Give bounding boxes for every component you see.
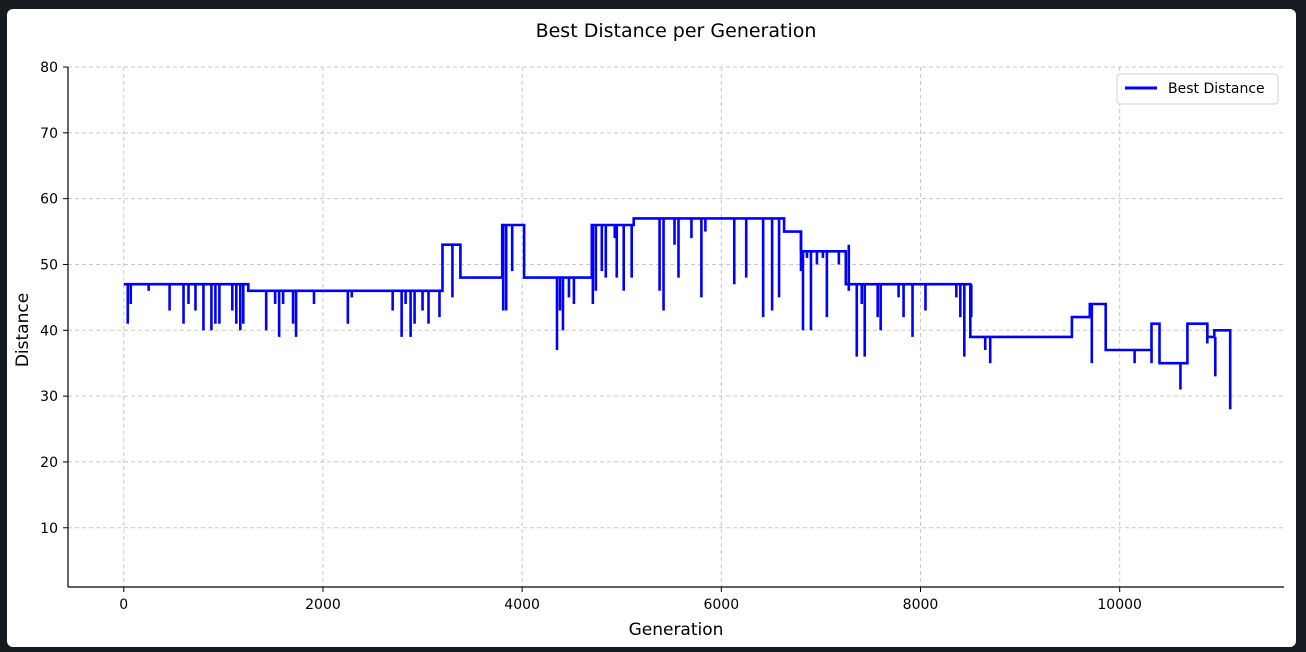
series-line-best-distance [123,217,1232,410]
legend-box [1116,73,1279,105]
x-tick-label: 0 [119,597,128,613]
x-tick-label: 10000 [1097,597,1142,613]
x-axis-label: Generation [629,620,724,640]
tick-marks: 0 2000 4000 6000 8000 10000 10 20 30 40 50 60 70 80 [40,60,1142,613]
y-tick-label: 70 [40,126,58,142]
y-tick-label: 60 [40,192,58,208]
axes [67,67,1284,588]
chart-card: Best Distance per Generation 0 2000 4000 60… [7,9,1296,647]
grid-lines [68,66,1284,587]
x-tick-label: 4000 [504,597,540,613]
y-tick-label: 30 [40,389,58,405]
y-tick-label: 40 [40,323,58,339]
x-tick-label: 8000 [903,597,939,613]
y-tick-label: 10 [40,521,58,537]
x-tick-label: 6000 [703,597,739,613]
line-chart: Best Distance per Generation 0 2000 4000 60… [13,20,1284,640]
y-axis-label: Distance [13,293,33,367]
legend: Best Distance [1116,73,1279,105]
y-tick-label: 80 [40,60,58,76]
y-tick-label: 20 [40,455,58,471]
x-tick-label: 2000 [305,597,341,613]
legend-label-best-distance: Best Distance [1168,81,1265,97]
chart-title: Best Distance per Generation [536,20,817,42]
y-tick-label: 50 [40,257,58,273]
plot-area [123,217,1232,410]
